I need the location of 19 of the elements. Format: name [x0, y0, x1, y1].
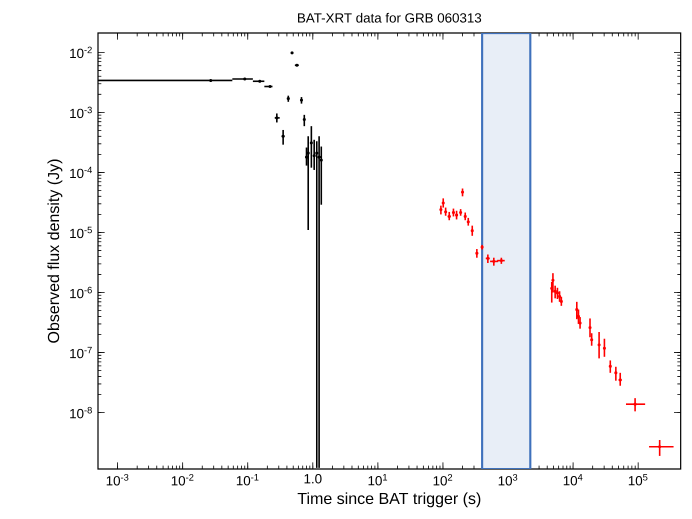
- y-axis-title: Observed flux density (Jy): [47, 160, 62, 343]
- y-tick-label: 10$^{-5}$: [70, 226, 92, 238]
- x-tick-label: 1.0: [304, 474, 322, 484]
- y-tick-label: 10$^{-4}$: [70, 166, 92, 178]
- y-tick-label: 10$^{-3}$: [70, 106, 92, 118]
- x-tick-label: 10$^{1}$: [368, 474, 388, 486]
- y-tick-label: 10$^{-7}$: [70, 346, 92, 358]
- chart-title: BAT-XRT data for GRB 060313: [298, 12, 482, 23]
- x-tick-label: 10$^{4}$: [564, 474, 582, 486]
- y-tick-label: 10$^{-8}$: [70, 406, 92, 418]
- y-tick-label: 10$^{-6}$: [70, 286, 92, 298]
- x-tick-label: 10$^{3}$: [498, 474, 518, 486]
- x-tick-label: 10$^{-1}$: [236, 474, 258, 486]
- x-tick-label: 10$^{-2}$: [172, 474, 194, 486]
- x-tick-label: 10$^{2}$: [434, 474, 452, 486]
- y-tick-label: 10$^{-2}$: [70, 46, 92, 58]
- x-tick-label: 10$^{5}$: [628, 474, 648, 486]
- x-axis-title: Time since BAT trigger (s): [298, 492, 480, 508]
- x-tick-label: 10$^{-3}$: [106, 474, 128, 486]
